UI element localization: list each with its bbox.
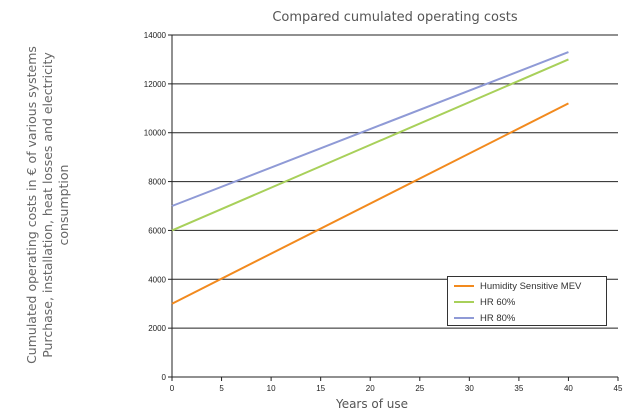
- y-tick-label-4000: 4000: [148, 275, 166, 284]
- legend-label-hr80: HR 80%: [480, 312, 516, 324]
- chart-legend: Humidity Sensitive MEV HR 60% HR 80%: [447, 276, 607, 326]
- x-tick-label-20: 20: [366, 384, 375, 393]
- x-tick-label-35: 35: [514, 384, 523, 393]
- chart-title: Compared cumulated operating costs: [272, 10, 518, 25]
- legend-swatch-hr80: [454, 317, 474, 319]
- y-tick-label-12000: 12000: [144, 80, 167, 89]
- y-tick-label-8000: 8000: [148, 178, 166, 187]
- legend-item-hr80: HR 80%: [448, 311, 606, 325]
- legend-swatch-mev: [454, 285, 474, 287]
- x-tick-label-10: 10: [267, 384, 276, 393]
- legend-label-hr60: HR 60%: [480, 296, 516, 308]
- x-tick-label-45: 45: [614, 384, 623, 393]
- series-line-0: [171, 102, 569, 305]
- series-line-2: [171, 51, 569, 207]
- x-tick-label-0: 0: [170, 384, 175, 393]
- y-tick-label-0: 0: [162, 373, 167, 382]
- x-tick-label-25: 25: [415, 384, 424, 393]
- y-tick-label-14000: 14000: [144, 31, 167, 40]
- legend-item-hr60: HR 60%: [448, 295, 606, 309]
- x-tick-label-30: 30: [465, 384, 474, 393]
- y-tick-label-6000: 6000: [148, 226, 166, 235]
- x-tick-label-15: 15: [316, 384, 325, 393]
- x-axis-label: Years of use: [335, 397, 409, 411]
- x-tick-label-40: 40: [564, 384, 573, 393]
- legend-swatch-hr60: [454, 301, 474, 303]
- legend-label-mev: Humidity Sensitive MEV: [480, 280, 582, 292]
- x-tick-label-5: 5: [219, 384, 224, 393]
- series-line-1: [171, 58, 569, 232]
- legend-item-mev: Humidity Sensitive MEV: [448, 279, 606, 293]
- y-tick-label-10000: 10000: [144, 129, 167, 138]
- y-tick-label-2000: 2000: [148, 324, 166, 333]
